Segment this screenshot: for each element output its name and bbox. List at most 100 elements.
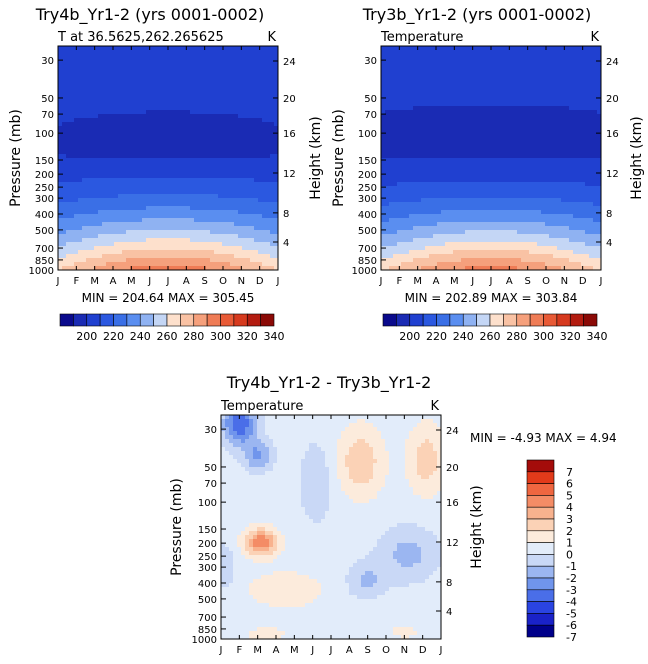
- field-cell: [166, 194, 171, 199]
- field-cell: [70, 250, 75, 255]
- field-cell: [266, 58, 271, 63]
- field-cell: [565, 114, 570, 119]
- field-cell: [162, 74, 167, 79]
- field-cell: [453, 50, 458, 55]
- field-cell: [246, 98, 251, 103]
- field-cell: [437, 46, 442, 51]
- field-cell: [445, 94, 450, 99]
- field-cell: [78, 146, 83, 151]
- field-cell: [561, 90, 566, 95]
- field-cell: [134, 62, 139, 67]
- field-cell: [142, 186, 147, 191]
- field-cell: [214, 62, 219, 67]
- colorbar-label: 260: [157, 330, 178, 343]
- field-cell: [166, 154, 171, 159]
- field-cell: [593, 122, 598, 127]
- field-cell: [413, 102, 418, 107]
- field-cell: [154, 250, 159, 255]
- field-cell: [473, 126, 478, 131]
- field-cell: [405, 70, 410, 75]
- field-cell: [142, 154, 147, 159]
- field-cell: [118, 82, 123, 87]
- field-cell: [421, 166, 426, 171]
- field-cell: [234, 190, 239, 195]
- field-cell: [425, 58, 430, 63]
- field-cell: [493, 134, 498, 139]
- field-cell: [429, 134, 434, 139]
- field-cell: [393, 50, 398, 55]
- field-cell: [274, 150, 279, 155]
- field-cell: [513, 70, 518, 75]
- field-cell: [509, 66, 514, 71]
- field-cell: [214, 74, 219, 79]
- field-cell: [262, 62, 267, 67]
- field-cell: [581, 130, 586, 135]
- field-cell: [429, 50, 434, 55]
- field-cell: [270, 154, 275, 159]
- field-cell: [86, 242, 91, 247]
- field-cell: [198, 66, 203, 71]
- field-cell: [409, 98, 414, 103]
- field-cell: [541, 102, 546, 107]
- field-cell: [122, 58, 127, 63]
- field-cell: [397, 110, 402, 115]
- field-cell: [262, 78, 267, 83]
- field-cell: [126, 46, 131, 51]
- field-cell: [174, 114, 179, 119]
- field-cell: [198, 138, 203, 143]
- field-cell: [206, 186, 211, 191]
- field-cell: [182, 74, 187, 79]
- field-cell: [270, 150, 275, 155]
- field-cell: [66, 58, 71, 63]
- field-cell: [122, 150, 127, 155]
- field-cell: [74, 118, 79, 123]
- field-cell: [577, 166, 582, 171]
- field-cell: [274, 58, 279, 63]
- field-cell: [94, 82, 99, 87]
- field-cell: [206, 126, 211, 131]
- field-cell: [389, 118, 394, 123]
- field-cell: [254, 166, 259, 171]
- field-cell: [102, 194, 107, 199]
- field-cell: [477, 78, 482, 83]
- field-cell: [258, 98, 263, 103]
- field-cell: [66, 222, 71, 227]
- field-cell: [62, 234, 67, 239]
- field-cell: [190, 178, 195, 183]
- field-cell: [74, 250, 79, 255]
- field-cell: [130, 258, 135, 263]
- field-cell: [565, 50, 570, 55]
- field-cell: [589, 142, 594, 147]
- field-cell: [501, 130, 506, 135]
- field-cell: [258, 50, 263, 55]
- field-cell: [262, 46, 267, 51]
- field-cell: [86, 126, 91, 131]
- field-cell: [457, 46, 462, 51]
- field-cell: [202, 214, 207, 219]
- field-cell: [521, 174, 526, 179]
- field-cell: [130, 242, 135, 247]
- field-cell: [230, 78, 235, 83]
- field-cell: [74, 50, 79, 55]
- field-cell: [198, 102, 203, 107]
- field-cell: [206, 110, 211, 115]
- field-cell: [166, 78, 171, 83]
- field-cell: [218, 134, 223, 139]
- field-cell: [246, 226, 251, 231]
- field-cell: [110, 70, 115, 75]
- field-cell: [70, 50, 75, 55]
- field-cell: [106, 150, 111, 155]
- field-cell: [214, 46, 219, 51]
- field-cell: [62, 230, 67, 235]
- field-cell: [557, 86, 562, 91]
- field-cell: [485, 118, 490, 123]
- field-cell: [210, 206, 215, 211]
- field-cell: [178, 74, 183, 79]
- field-cell: [154, 186, 159, 191]
- field-cell: [234, 258, 239, 263]
- field-cell: [210, 82, 215, 87]
- field-cell: [381, 162, 386, 167]
- field-cell: [154, 218, 159, 223]
- field-cell: [270, 126, 275, 131]
- field-cell: [381, 150, 386, 155]
